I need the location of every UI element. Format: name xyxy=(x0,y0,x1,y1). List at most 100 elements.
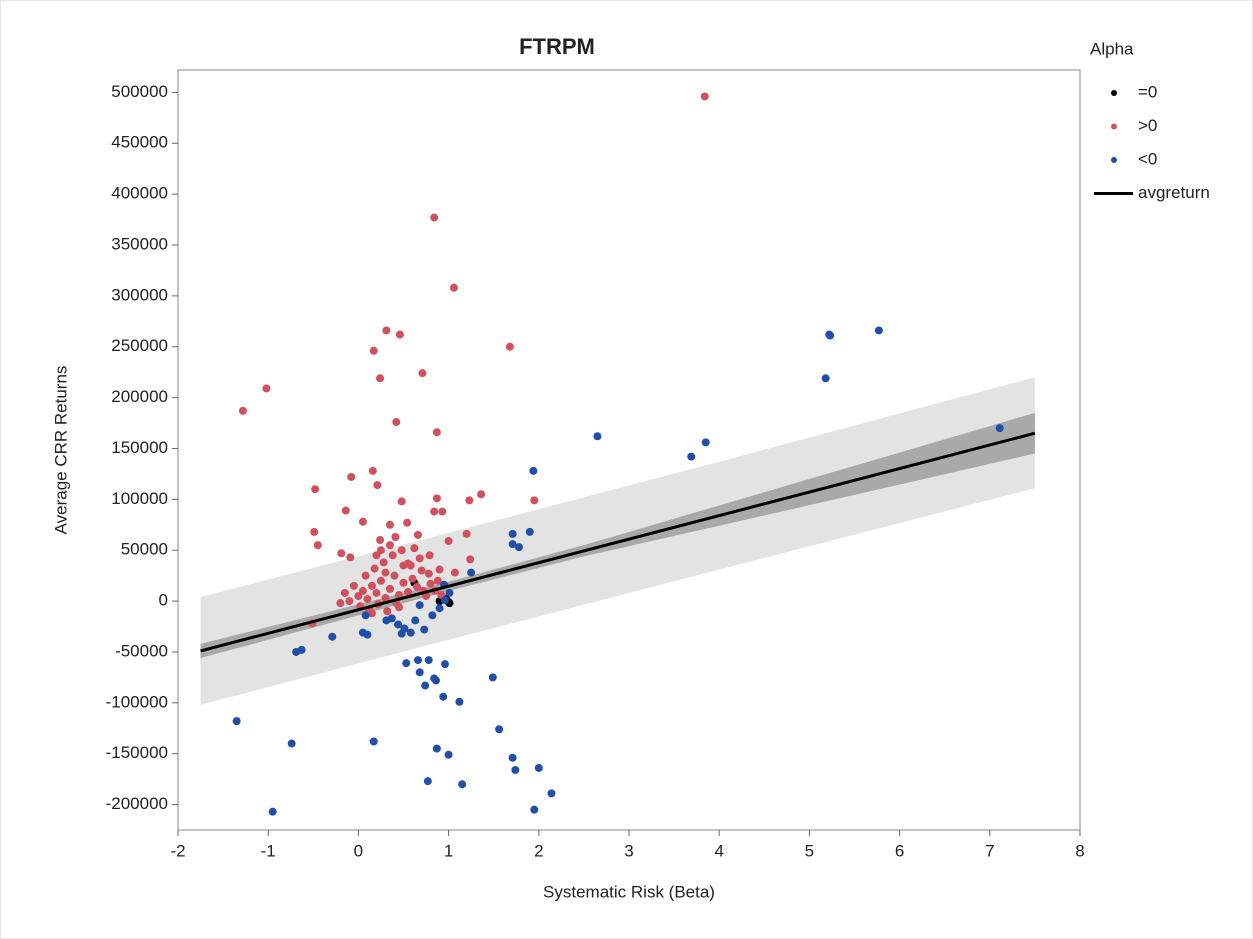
x-tick-label: -2 xyxy=(170,841,185,860)
legend-swatch xyxy=(1111,123,1117,130)
data-point xyxy=(440,596,449,605)
data-point xyxy=(376,576,385,585)
data-point xyxy=(387,614,396,623)
data-point xyxy=(408,574,417,583)
data-point xyxy=(508,540,517,549)
data-point xyxy=(421,681,430,690)
data-point xyxy=(432,428,441,437)
data-point xyxy=(534,763,543,772)
data-point xyxy=(373,481,382,490)
data-point xyxy=(372,551,381,560)
data-point xyxy=(385,584,394,593)
data-point xyxy=(376,374,385,383)
data-point xyxy=(413,582,422,591)
data-point xyxy=(394,603,403,612)
data-point xyxy=(529,466,538,475)
data-point xyxy=(424,569,433,578)
data-point xyxy=(874,326,883,335)
data-point xyxy=(466,555,475,564)
data-point xyxy=(385,541,394,550)
data-point xyxy=(438,507,447,516)
data-point xyxy=(341,506,350,515)
y-axis-label: Average CRR Returns xyxy=(51,366,70,535)
data-point xyxy=(440,660,449,669)
data-point xyxy=(376,536,385,545)
data-point xyxy=(402,659,411,668)
data-point xyxy=(413,656,422,665)
data-point xyxy=(403,518,412,527)
legend-swatch xyxy=(1111,157,1117,163)
data-point xyxy=(361,611,370,620)
data-point xyxy=(411,616,420,625)
y-tick-label: 0 xyxy=(159,591,168,610)
data-point xyxy=(826,331,835,340)
data-point xyxy=(349,581,358,590)
data-point xyxy=(406,561,415,570)
data-point xyxy=(369,737,378,746)
data-point xyxy=(423,777,432,786)
y-tick-label: 400000 xyxy=(111,184,168,203)
x-tick-label: 8 xyxy=(1075,841,1084,860)
y-tick-label: 200000 xyxy=(111,387,168,406)
data-point xyxy=(462,529,471,538)
data-point xyxy=(390,571,399,580)
data-point xyxy=(382,326,391,335)
data-point xyxy=(428,611,437,620)
data-point xyxy=(363,595,372,604)
data-point xyxy=(821,374,830,383)
data-point xyxy=(433,576,442,585)
data-point xyxy=(232,717,241,726)
data-point xyxy=(347,472,356,481)
data-point xyxy=(455,697,464,706)
data-point xyxy=(488,673,497,682)
data-point xyxy=(372,588,381,597)
data-point xyxy=(450,283,459,292)
data-point xyxy=(444,750,453,759)
data-point xyxy=(368,466,377,475)
legend-swatch xyxy=(1111,90,1117,96)
data-point xyxy=(400,624,409,633)
data-point xyxy=(435,604,444,613)
x-tick-label: 3 xyxy=(624,841,633,860)
legend-title: Alpha xyxy=(1090,39,1134,58)
data-point xyxy=(511,765,520,774)
data-point xyxy=(406,628,415,637)
data-point xyxy=(297,645,306,654)
data-point xyxy=(358,517,367,526)
data-point xyxy=(238,406,247,415)
data-point xyxy=(345,597,354,606)
y-tick-label: 300000 xyxy=(111,285,168,304)
data-point xyxy=(505,342,514,351)
data-point xyxy=(391,532,400,541)
data-point xyxy=(268,807,277,816)
data-point xyxy=(530,496,539,505)
y-tick-label: 350000 xyxy=(111,234,168,253)
data-point xyxy=(361,571,370,580)
data-point xyxy=(477,490,486,499)
data-point xyxy=(358,586,367,595)
data-point xyxy=(397,546,406,555)
x-tick-label: 1 xyxy=(444,841,453,860)
data-point xyxy=(337,549,346,558)
data-point xyxy=(370,564,379,573)
data-point xyxy=(313,541,322,550)
data-point xyxy=(432,744,441,753)
data-point xyxy=(700,92,709,101)
data-point xyxy=(425,551,434,560)
data-point xyxy=(530,805,539,814)
data-point xyxy=(388,551,397,560)
y-tick-label: 50000 xyxy=(121,540,168,559)
data-point xyxy=(430,213,439,222)
data-point xyxy=(415,554,424,563)
data-point xyxy=(420,625,429,634)
legend-label: =0 xyxy=(1138,82,1157,101)
y-tick-label: 500000 xyxy=(111,82,168,101)
data-point xyxy=(336,599,345,608)
y-tick-label: 450000 xyxy=(111,133,168,152)
data-point xyxy=(418,369,427,378)
data-point xyxy=(413,530,422,539)
x-tick-label: 2 xyxy=(534,841,543,860)
